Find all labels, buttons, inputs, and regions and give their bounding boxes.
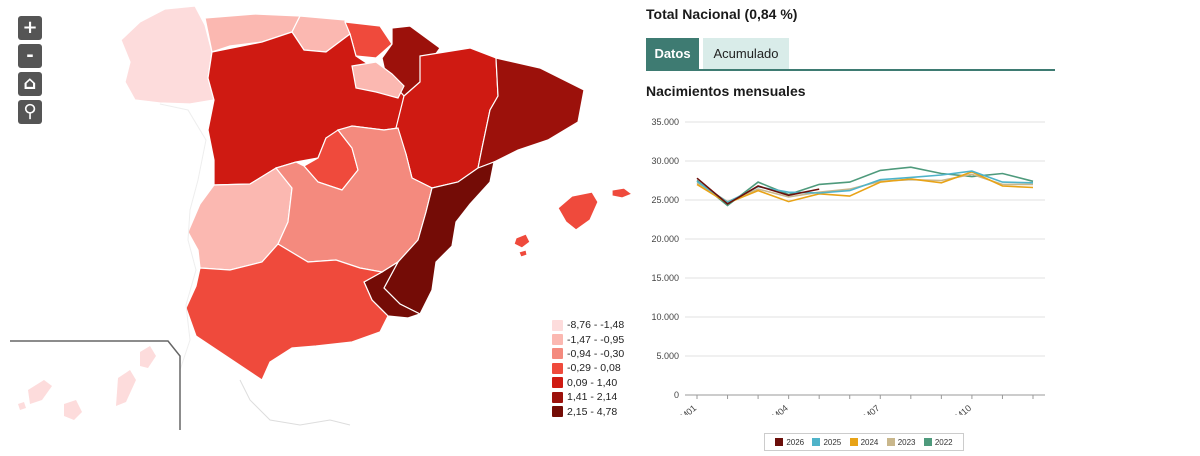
- y-tick-label: 0: [674, 390, 679, 400]
- legend-label: 2,15 - 4,78: [567, 405, 618, 418]
- legend-swatch: [552, 391, 563, 403]
- chart-legend-swatch: [812, 438, 821, 446]
- zoom-out-icon: -: [26, 45, 34, 66]
- legend-item: -8,76 - -1,48: [552, 318, 624, 332]
- region-galicia[interactable]: [120, 5, 215, 105]
- search-button[interactable]: ⚲: [18, 100, 42, 124]
- legend-swatch: [552, 319, 563, 331]
- zoom-out-button[interactable]: -: [18, 44, 42, 68]
- region-canarias-gran-canaria[interactable]: [64, 400, 82, 420]
- chart-legend-swatch: [923, 438, 932, 446]
- legend-swatch: [552, 377, 563, 389]
- chart-legend-swatch: [849, 438, 858, 446]
- home-button[interactable]: ⌂: [18, 72, 42, 96]
- tab-acumulado[interactable]: Acumulado: [703, 38, 789, 69]
- line-chart[interactable]: 0 5.000 10.000 15.000 20.000 25.000 30.000 35.0…: [640, 110, 1060, 415]
- legend-swatch: [552, 334, 563, 346]
- region-menorca[interactable]: [611, 187, 634, 199]
- chart-legend-item[interactable]: 2022: [923, 437, 953, 447]
- chart-legend-swatch: [775, 438, 784, 446]
- legend-label: 0,09 - 1,40: [567, 376, 618, 389]
- chart-title: Nacimientos mensuales: [646, 83, 806, 99]
- series-line-2024[interactable]: [696, 171, 1034, 204]
- legend-swatch: [552, 362, 563, 374]
- y-tick-label: 25.000: [651, 195, 679, 205]
- region-canarias-tenerife[interactable]: [28, 380, 52, 404]
- region-cataluna[interactable]: [477, 57, 585, 169]
- home-icon: ⌂: [23, 73, 37, 94]
- chart-legend-item[interactable]: 2025: [812, 438, 841, 447]
- legend-item: 0,09 - 1,40: [552, 376, 624, 390]
- legend-item: -0,29 - 0,08: [552, 361, 624, 375]
- chart-legend-item[interactable]: 2024: [849, 437, 879, 447]
- region-la-rioja[interactable]: [351, 61, 405, 99]
- region-mallorca[interactable]: [557, 191, 599, 231]
- map-legend: -8,76 - -1,48 -1,47 - -0,95 -0,94 - -0,30 -…: [552, 318, 624, 419]
- legend-item: -1,47 - -0,95: [552, 332, 624, 346]
- region-ibiza[interactable]: [513, 233, 531, 249]
- choropleth-map[interactable]: [0, 0, 640, 456]
- legend-label: -1,47 - -0,95: [567, 333, 625, 346]
- tab-bar: Datos Acumulado: [646, 38, 1055, 71]
- y-tick-label: 35.000: [651, 117, 679, 127]
- region-formentera[interactable]: [518, 249, 528, 258]
- legend-label: 1,41 - 2,14: [567, 391, 618, 404]
- legend-label: -8,76 - -1,48: [567, 319, 625, 332]
- zoom-in-icon: +: [22, 17, 38, 38]
- region-andalucia[interactable]: [185, 243, 389, 381]
- legend-item: 1,41 - 2,14: [552, 390, 624, 404]
- legend-swatch: [552, 406, 563, 418]
- page-title: Total Nacional (0,84 %): [646, 6, 798, 22]
- legend-label: -0,29 - 0,08: [567, 362, 621, 375]
- tab-datos[interactable]: Datos: [646, 38, 699, 69]
- x-tick-label: M07: [862, 403, 882, 415]
- search-icon: ⚲: [23, 101, 37, 122]
- chart-legend-label: 2025: [823, 437, 842, 447]
- coast-outline: [239, 379, 351, 426]
- map-panel[interactable]: + - ⌂ ⚲ -8,76 - -1,48 -1,47 - -0,95 -0,94 - -…: [0, 0, 640, 456]
- chart-legend: 2026 2025 2024 2023 2022: [764, 433, 964, 451]
- x-tick-label: M04: [770, 403, 790, 415]
- region-canarias-fuerteventura[interactable]: [116, 370, 136, 406]
- x-tick-label: M10: [953, 403, 973, 415]
- y-tick-label: 20.000: [651, 234, 679, 244]
- region-canarias-gomera[interactable]: [18, 402, 26, 410]
- chart-legend-swatch: [886, 438, 895, 446]
- zoom-in-button[interactable]: +: [18, 16, 42, 40]
- series-line-2026[interactable]: [696, 177, 820, 205]
- y-tick-label: 15.000: [651, 273, 679, 283]
- portugal-outline: [159, 103, 207, 371]
- chart-legend-label: 2026: [786, 437, 805, 447]
- series-line-2023[interactable]: [696, 173, 1033, 203]
- region-canarias-lanzarote[interactable]: [140, 346, 156, 368]
- chart-legend-label: 2022: [934, 437, 953, 447]
- legend-label: -0,94 - -0,30: [567, 347, 625, 360]
- x-tick-label: M01: [678, 403, 698, 415]
- chart-legend-item[interactable]: 2026: [775, 438, 804, 447]
- legend-item: 2,15 - 4,78: [552, 404, 624, 418]
- y-tick-label: 10.000: [651, 312, 679, 322]
- chart-legend-item[interactable]: 2023: [886, 437, 916, 447]
- y-tick-label: 5.000: [656, 351, 679, 361]
- chart-legend-label: 2023: [897, 437, 916, 447]
- legend-item: -0,94 - -0,30: [552, 347, 624, 361]
- y-tick-label: 30.000: [651, 156, 679, 166]
- canary-inset-frame: [10, 340, 181, 430]
- chart-legend-label: 2024: [860, 437, 879, 447]
- legend-swatch: [552, 348, 563, 360]
